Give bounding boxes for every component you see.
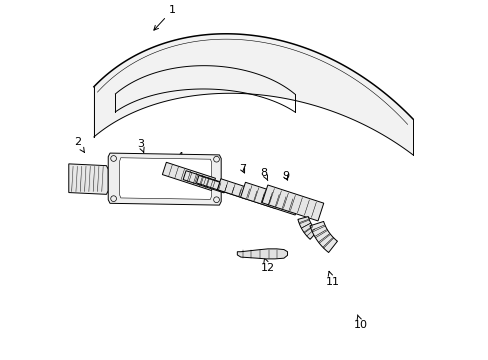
Polygon shape bbox=[94, 34, 412, 155]
Polygon shape bbox=[240, 182, 300, 215]
Text: 8: 8 bbox=[260, 168, 267, 181]
Text: 5: 5 bbox=[192, 155, 199, 165]
Text: 2: 2 bbox=[74, 138, 84, 153]
Text: 1: 1 bbox=[154, 5, 176, 30]
Polygon shape bbox=[309, 221, 337, 252]
Polygon shape bbox=[162, 162, 215, 190]
Polygon shape bbox=[183, 171, 226, 193]
Polygon shape bbox=[217, 179, 278, 208]
Text: 11: 11 bbox=[325, 271, 339, 287]
Text: 12: 12 bbox=[260, 257, 274, 273]
Polygon shape bbox=[120, 158, 211, 199]
Text: 10: 10 bbox=[353, 315, 367, 330]
Polygon shape bbox=[108, 153, 221, 205]
Text: 3: 3 bbox=[137, 139, 144, 152]
Polygon shape bbox=[262, 185, 323, 221]
Polygon shape bbox=[237, 249, 287, 259]
Text: 6: 6 bbox=[210, 159, 217, 169]
Polygon shape bbox=[297, 217, 317, 239]
Text: 7: 7 bbox=[239, 164, 246, 174]
Polygon shape bbox=[196, 175, 247, 199]
Text: 4: 4 bbox=[176, 152, 183, 162]
Polygon shape bbox=[69, 164, 108, 194]
Text: 9: 9 bbox=[282, 171, 289, 181]
